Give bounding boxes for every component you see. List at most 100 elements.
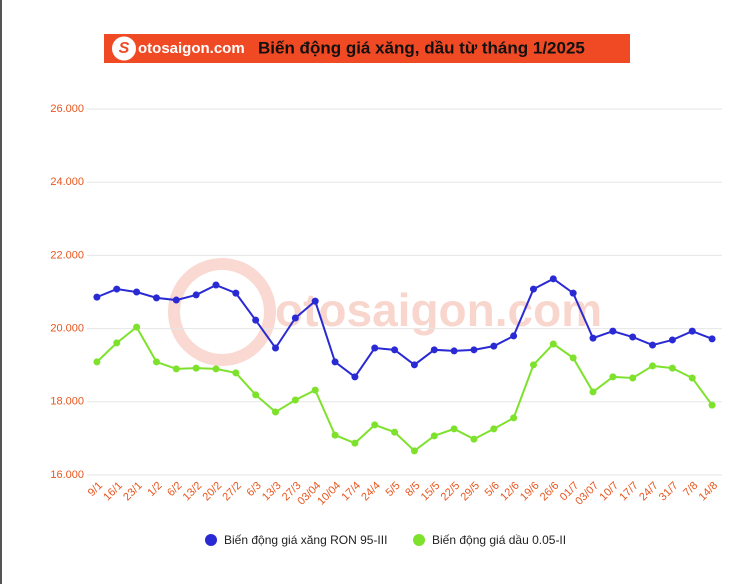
data-point xyxy=(351,373,359,381)
data-point xyxy=(450,347,458,355)
x-tick-label: 10/04 xyxy=(315,480,343,508)
legend-label: Biến động giá dầu 0.05-II xyxy=(432,533,566,547)
data-point xyxy=(252,391,260,399)
y-tick-label: 18.000 xyxy=(50,396,84,408)
data-point xyxy=(510,414,518,422)
data-point xyxy=(430,432,438,440)
data-point xyxy=(589,388,597,396)
x-tick-label: 17/7 xyxy=(617,480,641,504)
y-tick-label: 20.000 xyxy=(50,323,84,335)
data-point xyxy=(133,323,141,331)
y-tick-label: 24.000 xyxy=(50,176,84,188)
y-tick-label: 26.000 xyxy=(50,103,84,115)
data-point xyxy=(192,364,200,372)
x-tick-label: 1/2 xyxy=(145,480,164,499)
data-point xyxy=(331,358,339,366)
data-point xyxy=(371,344,379,352)
data-point xyxy=(708,335,716,343)
x-tick-label: 24/4 xyxy=(359,480,383,504)
data-point xyxy=(212,281,220,289)
x-tick-label: 16/1 xyxy=(101,480,125,504)
y-tick-label: 16.000 xyxy=(50,469,84,481)
x-tick-label: 19/6 xyxy=(518,480,542,504)
data-point xyxy=(212,365,220,373)
data-point xyxy=(529,285,537,293)
data-point xyxy=(430,346,438,354)
data-point xyxy=(708,401,716,409)
data-point xyxy=(668,336,676,344)
x-tick-label: 22/5 xyxy=(439,480,463,504)
data-point xyxy=(133,288,141,296)
data-point xyxy=(668,364,676,372)
data-point xyxy=(232,369,240,377)
data-point xyxy=(490,425,498,433)
data-point xyxy=(172,296,180,304)
data-point xyxy=(232,289,240,297)
data-point xyxy=(490,342,498,350)
data-point xyxy=(252,316,260,324)
x-tick-label: 12/6 xyxy=(498,480,522,504)
data-point xyxy=(450,425,458,433)
legend-marker xyxy=(413,534,425,546)
data-point xyxy=(529,361,537,369)
logo-icon xyxy=(112,36,136,61)
data-point xyxy=(589,334,597,342)
chart-title: Biến động giá xăng, dầu từ tháng 1/2025 xyxy=(258,38,585,57)
data-point xyxy=(113,339,121,347)
data-point xyxy=(688,374,696,382)
data-point xyxy=(311,386,319,394)
x-tick-label: 20/2 xyxy=(201,480,225,504)
data-point xyxy=(629,374,637,382)
data-point xyxy=(649,341,657,349)
x-tick-label: 24/7 xyxy=(637,480,661,504)
data-point xyxy=(113,285,121,293)
data-point xyxy=(629,333,637,341)
legend-marker xyxy=(205,534,217,546)
data-point xyxy=(291,396,299,404)
data-point xyxy=(371,421,379,429)
x-tick-label: 31/7 xyxy=(657,480,681,504)
x-tick-label: 14/8 xyxy=(697,480,721,504)
data-point xyxy=(470,346,478,354)
data-point xyxy=(549,340,557,348)
data-point xyxy=(649,362,657,370)
x-tick-label: 29/5 xyxy=(458,480,482,504)
data-point xyxy=(331,431,339,439)
data-point xyxy=(391,346,399,354)
data-point xyxy=(311,297,319,305)
data-point xyxy=(609,373,617,381)
data-point xyxy=(152,358,160,366)
x-tick-label: 5/5 xyxy=(383,480,402,499)
data-point xyxy=(192,291,200,299)
x-tick-label: 10/7 xyxy=(597,480,621,504)
data-point xyxy=(272,344,280,352)
header-banner xyxy=(104,34,630,63)
data-point xyxy=(569,354,577,362)
y-tick-label: 22.000 xyxy=(50,249,84,261)
data-point xyxy=(272,408,280,416)
x-tick-label: 27/2 xyxy=(220,480,244,504)
data-point xyxy=(93,358,101,366)
data-point xyxy=(609,327,617,335)
x-tick-label: 13/2 xyxy=(181,480,205,504)
legend-label: Biến động giá xăng RON 95-III xyxy=(224,533,387,547)
series-line xyxy=(96,277,713,379)
logo-mark: S xyxy=(119,40,130,57)
watermark: otosaigon.com xyxy=(275,284,602,336)
data-point xyxy=(569,289,577,297)
data-point xyxy=(291,314,299,322)
x-tick-label: 26/6 xyxy=(538,480,562,504)
data-point xyxy=(510,332,518,340)
watermark-icon xyxy=(168,258,276,366)
left-border xyxy=(0,0,2,584)
logo-text: otosaigon.com xyxy=(138,40,245,57)
x-tick-label: 23/1 xyxy=(121,480,145,504)
data-point xyxy=(93,293,101,301)
data-point xyxy=(351,439,359,447)
x-tick-label: 15/5 xyxy=(419,480,443,504)
x-tick-label: 13/3 xyxy=(260,480,284,504)
data-point xyxy=(391,428,399,436)
x-tick-label: 03/07 xyxy=(573,480,601,508)
data-point xyxy=(470,435,478,443)
